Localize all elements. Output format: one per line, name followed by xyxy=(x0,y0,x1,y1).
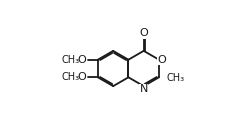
Text: CH₃: CH₃ xyxy=(166,73,184,83)
Text: O: O xyxy=(139,28,148,38)
Text: CH₃: CH₃ xyxy=(62,55,80,65)
Text: O: O xyxy=(77,72,86,82)
Text: CH₃: CH₃ xyxy=(62,72,80,82)
Text: O: O xyxy=(77,55,86,65)
Text: N: N xyxy=(139,84,148,94)
Text: O: O xyxy=(157,55,166,65)
